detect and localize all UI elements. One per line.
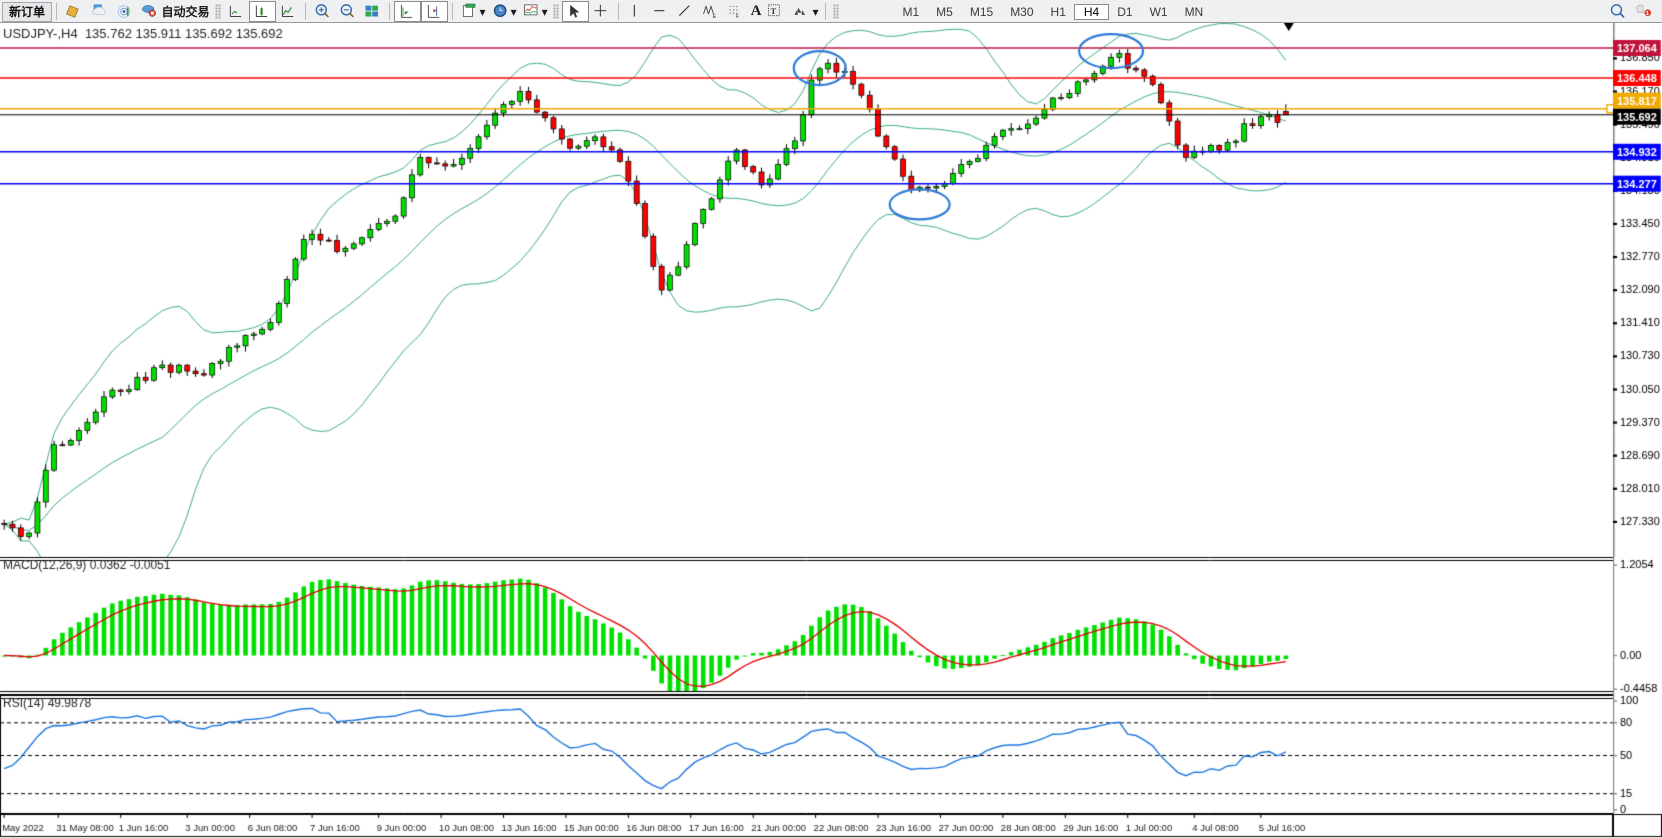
svg-text:T: T bbox=[771, 7, 777, 16]
svg-text:E: E bbox=[712, 14, 716, 20]
svg-text:F: F bbox=[736, 14, 740, 20]
svg-text:1: 1 bbox=[1645, 11, 1648, 17]
